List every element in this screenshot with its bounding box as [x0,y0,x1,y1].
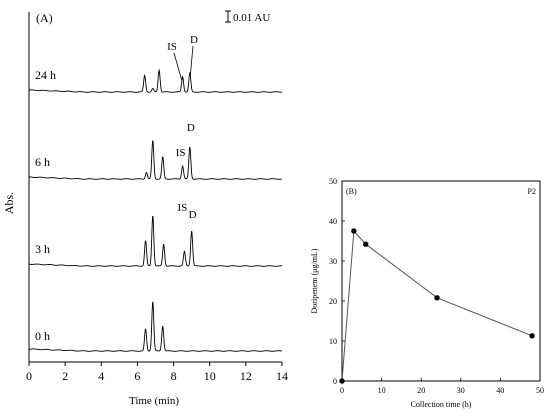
trace-label: 6 h [35,155,50,169]
panel-b-corner-label: P2 [528,187,536,196]
scale-bar-label: 0.01 AU [233,12,270,24]
panel-a-y-axis-label: Abs. [2,192,16,214]
panel-b-x-tick-label: 0 [340,386,344,395]
concentration-point [351,228,357,234]
panel-b-y-tick-label: 0 [333,377,337,386]
panel-a-x-tick-label: 2 [62,369,68,383]
chromatogram-trace-3h [28,215,282,267]
panel-a-x-tick-label: 12 [240,369,252,383]
panel-a-x-ticks: 0 2 4 6 8 10 12 14 [26,362,288,383]
chromatogram-trace-0h [28,301,283,352]
panel-b-label: (B) [346,187,357,196]
trace-label: 3 h [35,242,50,256]
concentration-point [339,378,345,384]
panel-b-x-tick-label: 10 [378,386,386,395]
panel-a-label: (A) [36,11,53,25]
chromatogram-traces: 24 h 6 h 3 h 0 h [28,68,283,352]
panel-a-x-tick-label: 6 [134,369,140,383]
is-peak-label: IS [178,202,188,214]
panel-b-y-tick-label: 20 [329,297,337,306]
panel-b-y-axis-label: Doripenem (μg/mL) [310,248,319,313]
panel-a-x-tick-label: 8 [171,369,177,383]
scale-bar: 0.01 AU [225,10,270,24]
panel-b-y-tick-label: 10 [329,337,337,346]
panel-b-series [339,228,535,384]
concentration-point [529,333,535,339]
chromatogram-trace-6h [28,140,283,180]
concentration-line [341,229,533,382]
panel-a-x-tick-label: 10 [204,369,216,383]
panel-a-x-tick-label: 14 [276,369,288,383]
panel-b-x-tick-label: 20 [417,386,425,395]
panel-b-y-tick-label: 50 [329,177,337,186]
is-peak-label: IS [167,41,177,53]
panel-a-x-tick-label: 0 [26,369,32,383]
panel-a-x-axis-label: Time (min) [129,395,179,407]
trace-label: 24 h [35,68,56,82]
panel-a: (A) Abs. Time (min) 0 2 4 6 8 10 12 14 0.01 AU … [2,10,288,407]
concentration-point [434,295,440,301]
d-peak-label: D [190,34,198,46]
panel-b-x-axis-label: Collection time (h) [411,400,472,409]
panel-b-frame [341,180,541,382]
chromatogram-trace-24h [28,68,283,93]
trace-label: 0 h [35,329,50,343]
d-peak-label: D [187,122,195,134]
panel-b-x-tick-label: 30 [457,386,465,395]
is-peak-label: IS [176,147,186,159]
panel-b-y-tick-label: 40 [329,217,337,226]
d-peak-label: D [189,209,197,221]
d-leader-line [189,45,194,76]
panel-b-ticks: 0 10 20 30 40 50 0 10 20 30 40 50 [329,177,544,395]
panel-b: (B) P2 Collection time (h) Doripenem (μg… [310,177,544,409]
is-leader-line [173,52,182,80]
panel-b-x-tick-label: 50 [536,386,544,395]
concentration-point [363,241,369,247]
panel-b-y-tick-label: 30 [329,257,337,266]
panel-b-x-tick-label: 40 [496,386,504,395]
panel-a-x-tick-label: 4 [98,369,104,383]
